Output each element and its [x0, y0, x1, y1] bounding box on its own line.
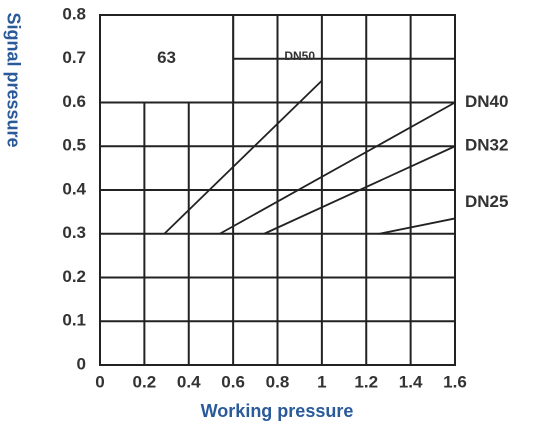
series-label: DN40	[465, 92, 508, 111]
y-tick-label: 0.4	[62, 179, 86, 198]
y-tick-label: 0.5	[62, 136, 86, 155]
y-axis-label: Signal pressure	[3, 12, 23, 147]
series-line	[219, 101, 456, 235]
y-tick-label: 0.8	[62, 4, 86, 23]
series-label: DN32	[465, 136, 508, 155]
y-tick-label: 0.2	[62, 267, 86, 286]
plot-frame	[99, 14, 456, 366]
x-tick-label: 0	[95, 372, 104, 391]
series-label: DN50	[284, 49, 315, 63]
x-tick-label: 0.8	[266, 372, 290, 391]
x-tick-label: 0.4	[177, 372, 201, 391]
y-tick-label: 0.7	[62, 48, 86, 67]
series-line	[379, 217, 456, 235]
y-tick-label: 0.6	[62, 92, 86, 111]
region-label: 63	[157, 48, 176, 67]
x-tick-label: 1.2	[354, 372, 378, 391]
x-tick-label: 0.6	[221, 372, 245, 391]
x-tick-label: 1.6	[443, 372, 467, 391]
series-line	[163, 79, 323, 235]
series-line	[263, 145, 456, 235]
x-tick-label: 1.4	[399, 372, 423, 391]
y-tick-label: 0.3	[62, 223, 86, 242]
y-tick-label: 0.1	[62, 311, 86, 330]
x-tick-label: 0.2	[133, 372, 157, 391]
y-tick-label: 0	[77, 354, 86, 373]
series-label: DN25	[465, 192, 508, 211]
x-axis-label: Working pressure	[201, 401, 354, 421]
x-tick-label: 1	[317, 372, 326, 391]
